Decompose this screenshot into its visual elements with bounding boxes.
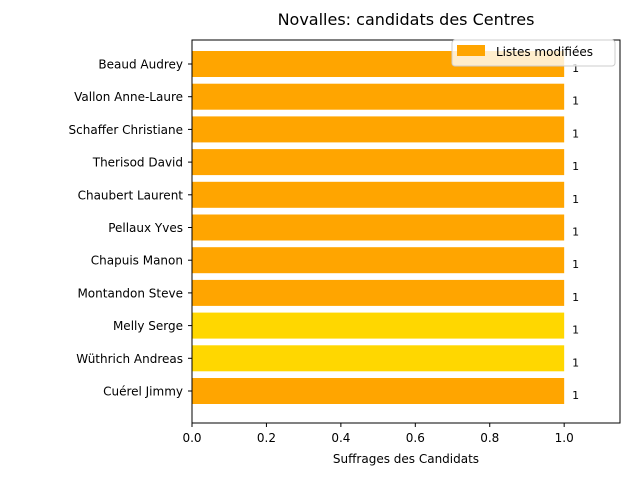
bar-3 — [192, 149, 565, 176]
y-tick-label-9: Wüthrich Andreas — [76, 352, 183, 366]
legend-swatch — [457, 45, 485, 56]
y-tick-label-5: Pellaux Yves — [108, 221, 183, 235]
x-tick-label-1: 0.2 — [257, 431, 276, 445]
data-label-0: 1 — [572, 62, 579, 75]
data-label-7: 1 — [572, 291, 579, 304]
data-label-5: 1 — [572, 226, 579, 239]
bar-1 — [192, 83, 565, 110]
y-tick-label-6: Chapuis Manon — [91, 254, 183, 268]
bar-2 — [192, 116, 565, 143]
bar-10 — [192, 378, 565, 404]
bar-6 — [192, 247, 565, 274]
legend-box — [451, 39, 616, 67]
data-label-2: 1 — [572, 127, 579, 140]
legend-label: Listes modifiées — [496, 45, 593, 59]
bar-8 — [192, 312, 565, 339]
bar-5 — [192, 214, 565, 241]
data-label-3: 1 — [572, 160, 579, 173]
bar-9 — [192, 345, 565, 372]
y-tick-label-1: Vallon Anne-Laure — [74, 90, 183, 104]
data-label-10: 1 — [572, 389, 579, 402]
y-axis-ticks: Beaud Audrey Vallon Anne-Laure Schaffer Ch… — [69, 58, 192, 399]
y-tick-label-0: Beaud Audrey — [98, 58, 183, 72]
x-tick-label-0: 0.0 — [182, 431, 201, 445]
x-tick-label-3: 0.6 — [406, 431, 425, 445]
data-label-4: 1 — [572, 193, 579, 206]
chart-title: Novalles: candidats des Centres — [278, 10, 535, 29]
bars-layer — [192, 51, 565, 404]
bar-7 — [192, 279, 565, 306]
legend: Listes modifiées — [451, 39, 616, 67]
y-tick-label-10: Cuérel Jimmy — [103, 385, 183, 399]
y-tick-label-7: Montandon Steve — [77, 286, 183, 300]
y-tick-label-2: Schaffer Christiane — [69, 123, 183, 137]
data-label-6: 1 — [572, 258, 579, 271]
x-axis-label: Suffrages des Candidats — [333, 452, 479, 466]
bar-4 — [192, 181, 565, 208]
data-label-9: 1 — [572, 356, 579, 369]
y-tick-label-3: Therisod David — [92, 156, 183, 170]
data-labels-layer: 1 1 1 1 1 1 1 1 1 1 1 — [572, 62, 579, 402]
data-label-1: 1 — [572, 95, 579, 108]
data-label-8: 1 — [572, 324, 579, 337]
x-axis-ticks: 0.0 0.2 0.4 0.6 0.8 1.0 — [182, 423, 574, 445]
plot-frame — [191, 39, 621, 424]
x-tick-label-2: 0.4 — [331, 431, 350, 445]
x-tick-label-5: 1.0 — [555, 431, 574, 445]
y-tick-label-8: Melly Serge — [113, 319, 183, 333]
y-tick-label-4: Chaubert Laurent — [78, 188, 184, 202]
x-tick-label-4: 0.8 — [480, 431, 499, 445]
